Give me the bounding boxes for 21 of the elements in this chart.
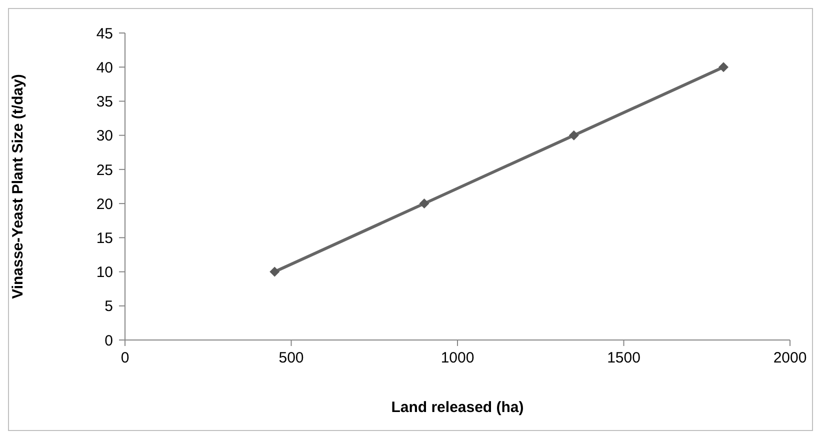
y-tick-label: 15 <box>96 230 113 247</box>
y-tick-label: 0 <box>104 332 113 350</box>
x-tick-label: 2000 <box>773 350 807 367</box>
y-tick-label: 35 <box>96 94 113 111</box>
x-axis-title: Land released (ha) <box>391 399 524 416</box>
point <box>270 266 280 277</box>
point <box>718 62 728 72</box>
y-tick-label: 40 <box>96 59 113 76</box>
point <box>568 130 579 140</box>
y-tick-label: 5 <box>104 298 113 316</box>
y-axis-title: Vinasse-Yeast Plant Size (t/day) <box>9 74 26 299</box>
point <box>419 198 430 209</box>
x-tick-label: 1000 <box>440 350 474 367</box>
x-tick-label: 500 <box>278 350 304 367</box>
y-tick-label: 45 <box>96 25 113 42</box>
y-tick-label: 10 <box>96 264 113 282</box>
y-tick-label: 30 <box>96 128 113 145</box>
x-tick-label: 0 <box>120 350 130 367</box>
y-tick-label: 20 <box>96 196 113 213</box>
y-tick-label: 25 <box>96 162 113 179</box>
x-tick-label: 1500 <box>607 350 640 367</box>
